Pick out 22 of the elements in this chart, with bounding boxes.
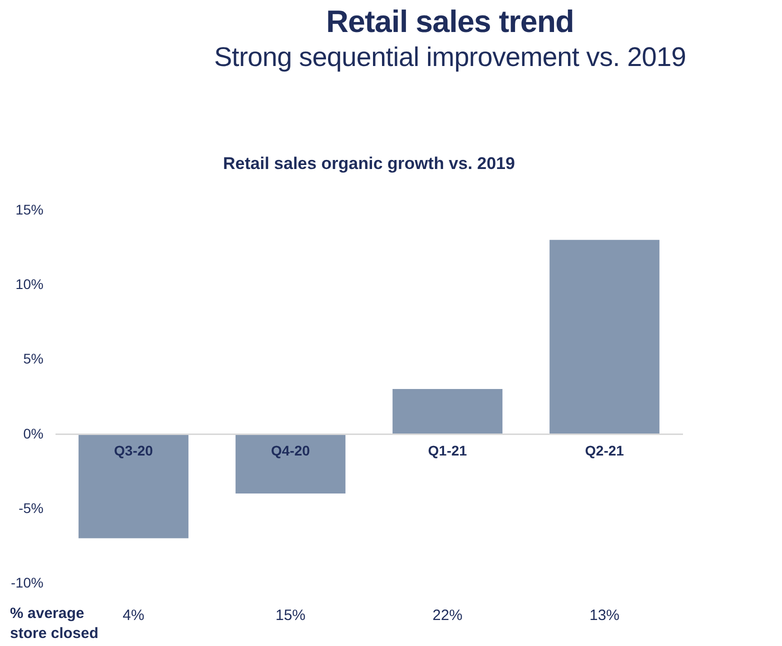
text: 22% [432, 607, 463, 624]
x-tick-label: Q3-20 [114, 442, 154, 458]
text: 13% [589, 607, 620, 624]
bar [392, 389, 502, 434]
y-tick-label: -5% [18, 500, 44, 516]
bar [550, 240, 660, 434]
bar [236, 434, 346, 494]
x-tick-label: Q4-20 [271, 442, 310, 458]
y-tick-label: -10% [10, 574, 44, 590]
chart-subtitle: Strong sequential improvement vs. 2019 [213, 42, 687, 73]
y-tick-label: 15% [15, 202, 44, 218]
x-tick-label: Q1-21 [428, 442, 468, 458]
text: 4% [122, 607, 144, 624]
bar [78, 434, 188, 538]
text: % average store closed [10, 604, 100, 644]
y-tick-label: 10% [15, 276, 44, 292]
text: 15% [275, 607, 306, 624]
text: Retail sales organic growth vs. 2019 [223, 154, 515, 173]
x-tick-label: Q2-21 [585, 442, 624, 458]
y-tick-label: 5% [23, 350, 44, 367]
chart-title: Retail sales trend [325, 4, 575, 40]
y-tick-label: 0% [23, 425, 44, 442]
